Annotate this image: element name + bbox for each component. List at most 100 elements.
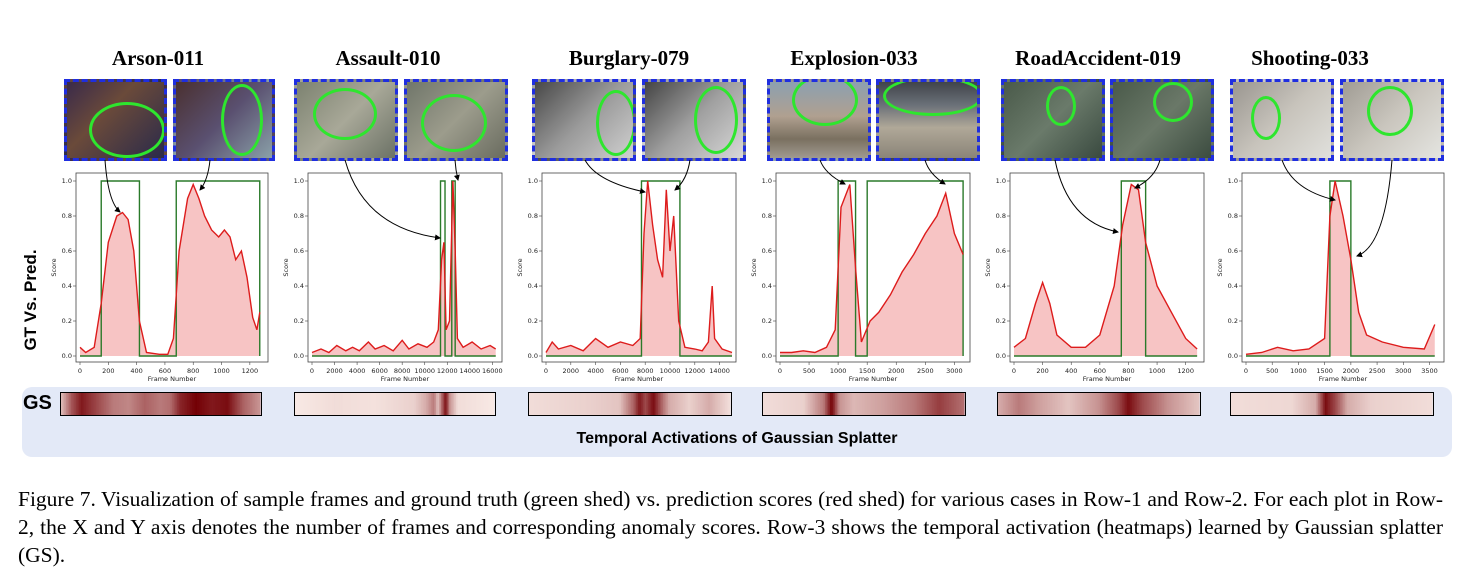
heatmap-cell — [999, 393, 1002, 415]
heatmap-cell — [1056, 393, 1059, 415]
x-tick-label: 3000 — [1395, 367, 1412, 375]
x-tick-label: 14000 — [709, 367, 730, 375]
heatmap-cell — [868, 393, 871, 415]
heatmap-cell — [590, 393, 594, 415]
heatmap-cell — [392, 393, 396, 415]
y-tick-label: 0.4 — [1228, 282, 1238, 290]
heatmap-cell — [95, 393, 99, 415]
heatmap-cell — [1339, 393, 1343, 415]
heatmap-cell — [549, 393, 552, 415]
heatmap-cell — [691, 393, 694, 415]
heatmap-cell — [540, 393, 543, 415]
heatmap-cell — [554, 393, 557, 415]
y-tick-label: 0.4 — [762, 282, 772, 290]
heatmap-cell — [642, 393, 646, 415]
heatmap-cell — [1244, 393, 1247, 415]
highlight-ellipse — [596, 90, 633, 156]
heatmap-cell — [216, 393, 220, 415]
gs-heatmap-assault — [294, 392, 496, 416]
heatmap-cell — [230, 393, 233, 415]
heatmap-cell — [1308, 393, 1311, 415]
heatmap-cell — [895, 393, 898, 415]
heatmap-cell — [1031, 393, 1034, 415]
heatmap-cell — [596, 393, 599, 415]
heatmap-cell — [1096, 393, 1100, 415]
heatmap-cell — [1140, 393, 1143, 415]
heatmap-cell — [1358, 393, 1361, 415]
heatmap-cell — [1003, 393, 1006, 415]
score-plot-shooting: 0 500 1000 1500 2000 2500 3000 3500 0.0 0.2 0.4 0.6… — [1216, 172, 1445, 383]
heatmap-cell — [575, 393, 579, 415]
heatmap-cell — [1398, 393, 1401, 415]
heatmap-cell — [1401, 393, 1405, 415]
heatmap-cell — [396, 393, 399, 415]
highlight-ellipse — [1251, 96, 1281, 140]
x-tick-label: 2500 — [1369, 367, 1386, 375]
heatmap-cell — [945, 393, 948, 415]
heatmap-cell — [918, 393, 922, 415]
heatmap-cell — [1177, 393, 1180, 415]
heatmap-cell — [1130, 393, 1133, 415]
heatmap-cell — [397, 393, 401, 415]
heatmap-cell — [304, 393, 308, 415]
heatmap-cell — [709, 393, 713, 415]
highlight-ellipse — [421, 94, 487, 152]
heatmap-cell — [65, 393, 69, 415]
heatmap-cell — [450, 393, 454, 415]
heatmap-cell — [846, 393, 850, 415]
heatmap-cell — [1246, 393, 1249, 415]
heatmap-cell — [1066, 393, 1069, 415]
row-label-gs: GS — [23, 392, 52, 414]
heatmap-cell — [1133, 393, 1136, 415]
heatmap-cell — [1014, 393, 1018, 415]
heatmap-cell — [484, 393, 487, 415]
heatmap-cell — [1388, 393, 1391, 415]
heatmap-cell — [1183, 393, 1187, 415]
heatmap-cell — [445, 393, 449, 415]
heatmap-cell — [636, 393, 639, 415]
heatmap-cell — [1418, 393, 1421, 415]
heatmap-cell — [188, 393, 191, 415]
heatmap-cell — [1247, 393, 1251, 415]
heatmap-cell — [1281, 393, 1284, 415]
heatmap-cell — [933, 393, 937, 415]
heatmap-cell — [411, 393, 414, 415]
heatmap-cell — [641, 393, 644, 415]
heatmap-cell — [140, 393, 143, 415]
heatmap-cell — [201, 393, 205, 415]
heatmap-cell — [778, 393, 781, 415]
heatmap-cell — [1318, 393, 1321, 415]
heatmap-cell — [856, 393, 860, 415]
heatmap-cell — [1410, 393, 1413, 415]
heatmap-cell — [1185, 393, 1188, 415]
heatmap-cell — [567, 393, 570, 415]
heatmap-cell — [958, 393, 962, 415]
heatmap-cell — [1313, 393, 1316, 415]
heatmap-cell — [1065, 393, 1068, 415]
heatmap-cell — [1373, 393, 1376, 415]
prediction-line — [780, 184, 964, 354]
heatmap-cell — [1192, 393, 1195, 415]
heatmap-cell — [155, 393, 158, 415]
heatmap-cell — [570, 393, 574, 415]
y-tick-label: 1.0 — [62, 177, 72, 185]
heatmap-cell — [833, 393, 836, 415]
heatmap-cell — [631, 393, 634, 415]
heatmap-cell — [577, 393, 580, 415]
heatmap-cell — [165, 393, 168, 415]
heatmap-cell — [75, 393, 79, 415]
heatmap-cell — [890, 393, 893, 415]
heatmap-cell — [407, 393, 411, 415]
heatmap-cell — [1187, 393, 1190, 415]
heatmap-cell — [681, 393, 684, 415]
heatmap-cell — [1101, 393, 1105, 415]
heatmap-cell — [708, 393, 711, 415]
heatmap-cell — [1135, 393, 1138, 415]
x-tick-label: 1000 — [830, 367, 847, 375]
heatmap-cell — [688, 393, 691, 415]
x-tick-label: 12000 — [684, 367, 705, 375]
heatmap-cell — [187, 393, 190, 415]
heatmap-cell — [698, 393, 701, 415]
heatmap-cell — [94, 393, 97, 415]
y-tick-label: 0.8 — [294, 212, 304, 220]
